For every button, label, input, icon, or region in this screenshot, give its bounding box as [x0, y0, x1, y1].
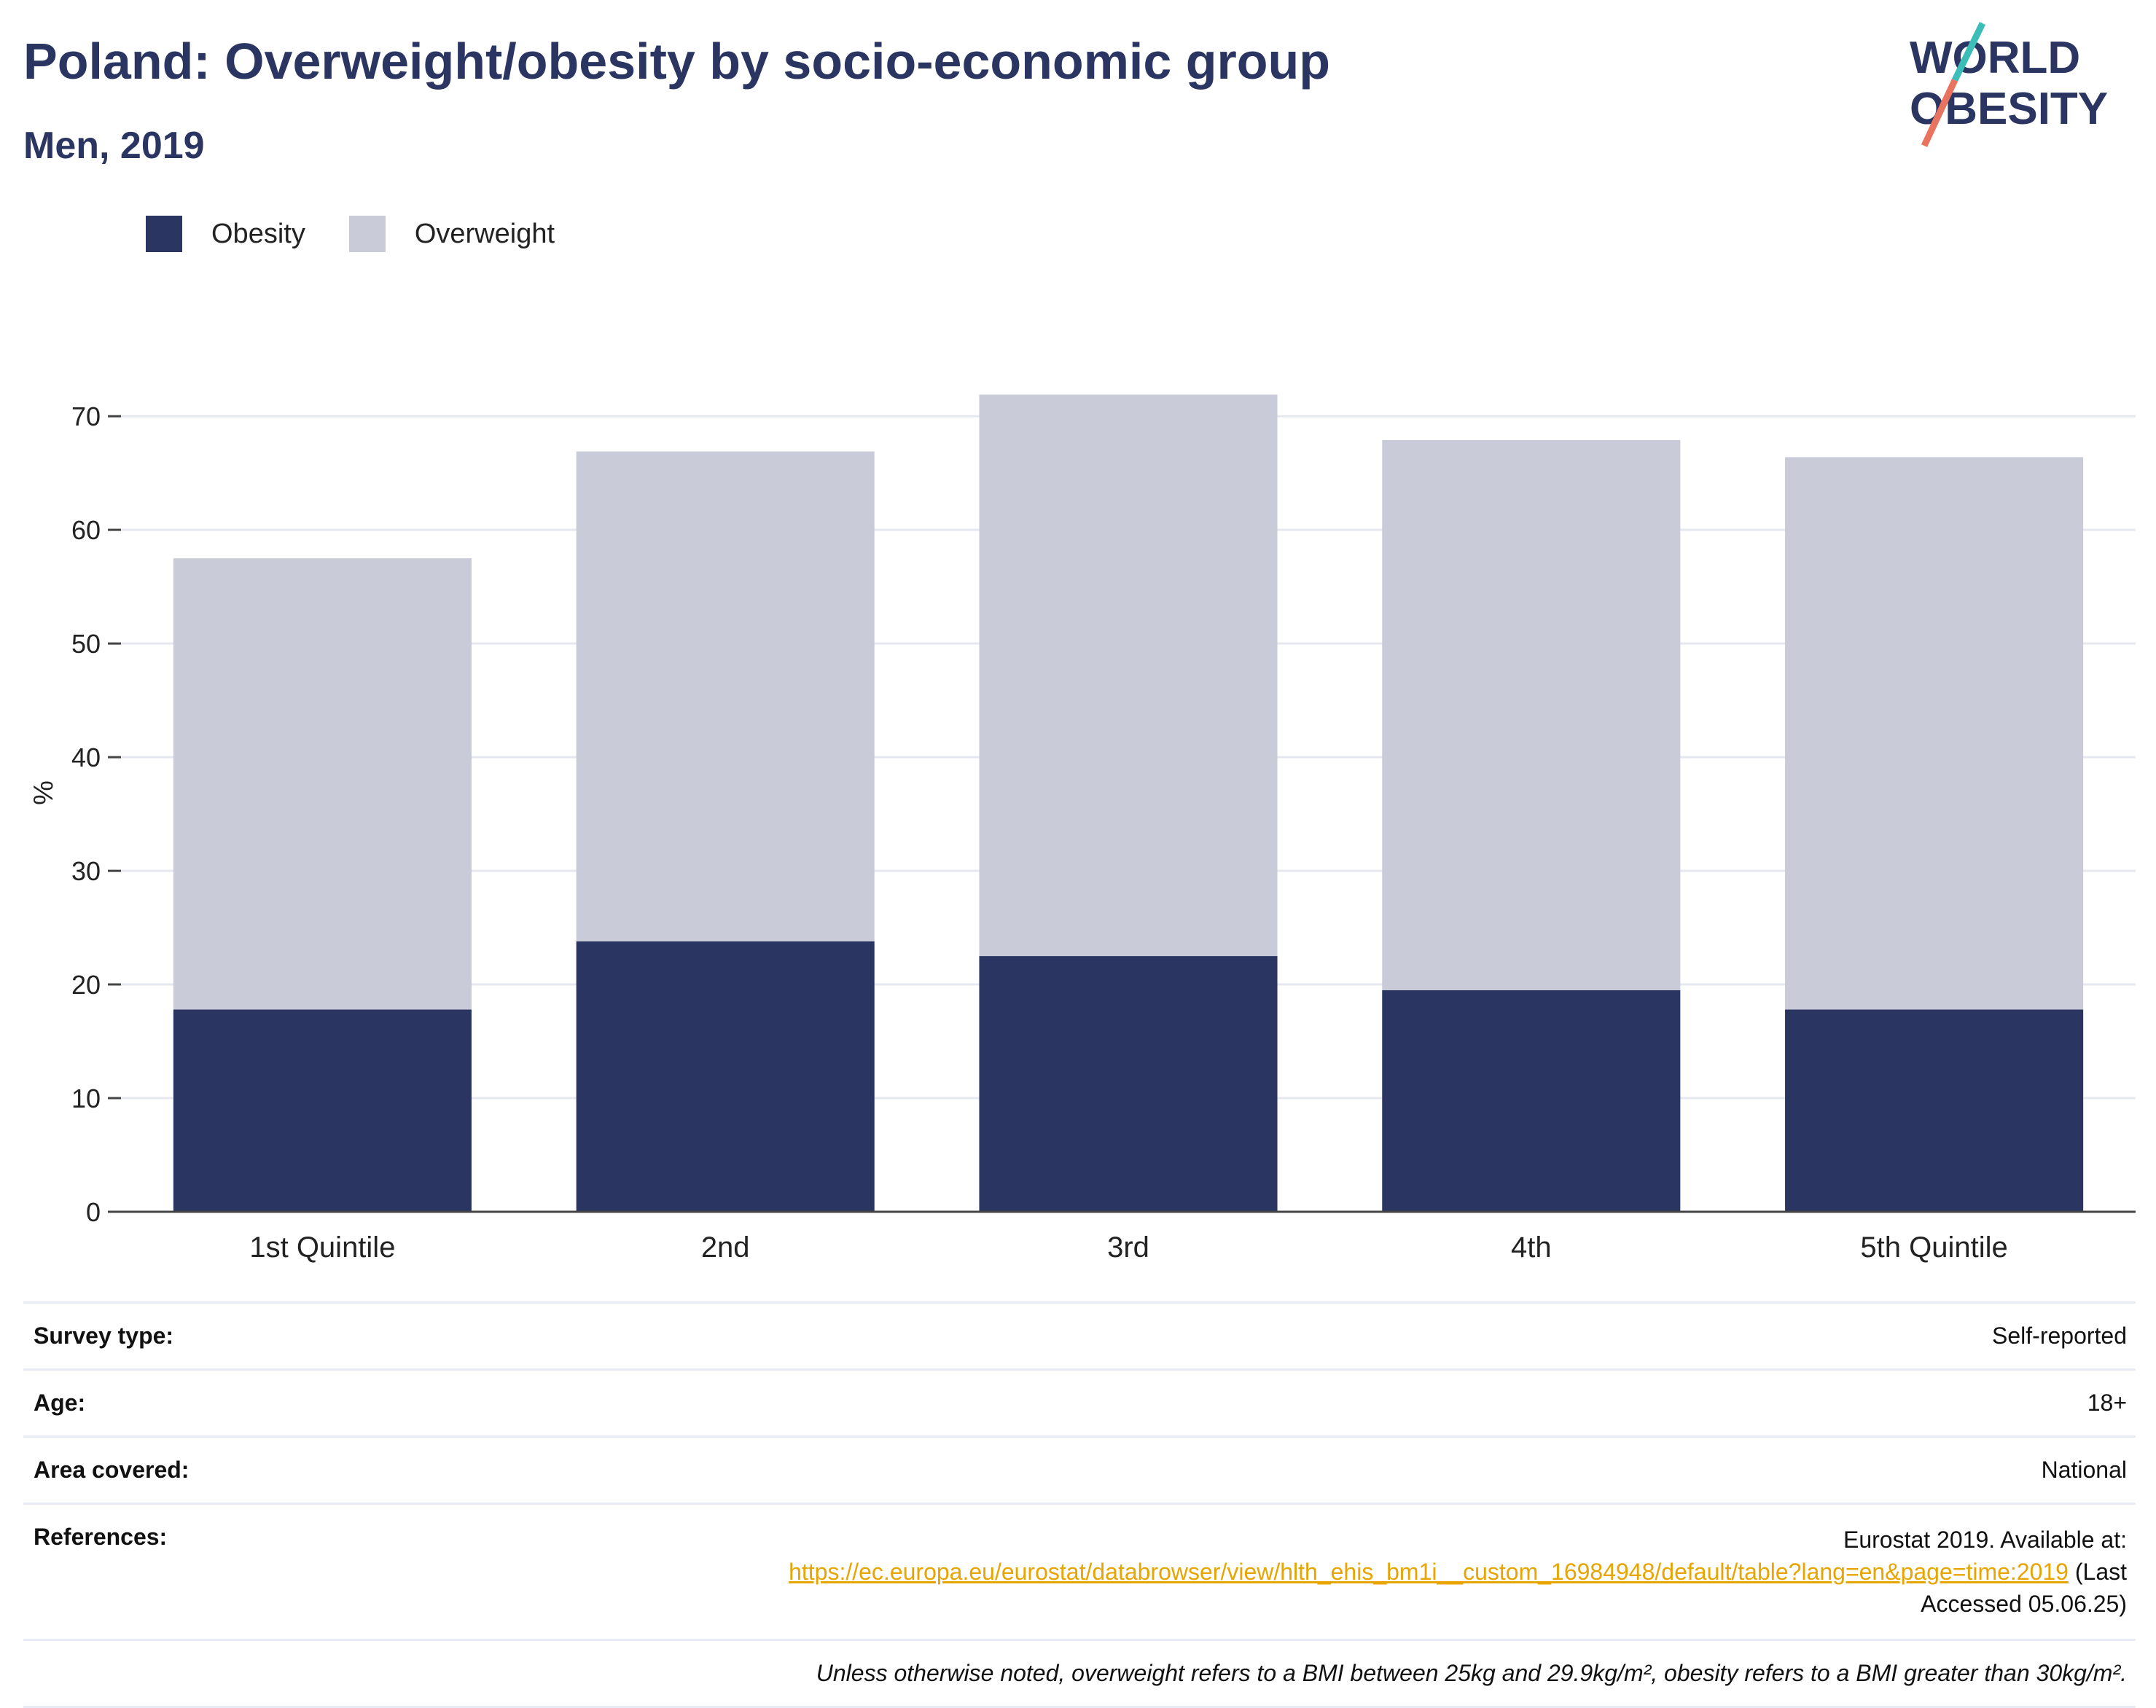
references-value: Eurostat 2019. Available at: https://ec.… — [305, 1524, 2127, 1620]
meta-row-area: Area covered: National — [23, 1435, 2136, 1503]
legend-swatch-overweight — [348, 216, 386, 252]
x-tick-label: 1st Quintile — [249, 1231, 395, 1264]
y-tick-label: 70 — [71, 401, 101, 431]
bar-obesity-4[interactable] — [1382, 990, 1681, 1212]
area-value: National — [2041, 1457, 2127, 1483]
survey-type-value: Self-reported — [1992, 1323, 2127, 1349]
y-tick-label: 10 — [71, 1084, 101, 1113]
references-suffix-1: (Last — [2074, 1559, 2127, 1585]
bar-obesity-2[interactable] — [576, 941, 875, 1212]
world-obesity-logo: WORLD OBESITY — [1910, 22, 2108, 147]
x-tick-label: 2nd — [701, 1231, 750, 1264]
references-suffix-2: Accessed 05.06.25) — [1921, 1591, 2127, 1617]
meta-row-note: Unless otherwise noted, overweight refer… — [23, 1639, 2136, 1708]
meta-row-survey-type: Survey type: Self-reported — [23, 1301, 2136, 1368]
references-link-line: https://ec.europa.eu/eurostat/databrowse… — [305, 1556, 2127, 1588]
references-link[interactable]: https://ec.europa.eu/eurostat/databrowse… — [789, 1559, 2069, 1585]
y-axis-label: % — [28, 780, 59, 805]
bar-overweight-2[interactable] — [576, 451, 875, 941]
x-tick-label: 5th Quintile — [1860, 1231, 2007, 1264]
y-tick-label: 50 — [71, 629, 101, 659]
legend-label-obesity: Obesity — [211, 218, 305, 249]
bar-obesity-5[interactable] — [1785, 1009, 2084, 1212]
legend-swatch-obesity — [146, 216, 182, 252]
logo-line-1: WORLD — [1910, 33, 2080, 83]
meta-row-age: Age: 18+ — [23, 1368, 2136, 1435]
axes: 0 10 20 30 40 50 60 70 1st Quintile 2nd 3rd 4th 5th … — [71, 401, 2136, 1264]
y-tick-label: 40 — [71, 743, 101, 772]
metadata-table: Survey type: Self-reported Age: 18+ Area… — [23, 1301, 2136, 1708]
bar-obesity-3[interactable] — [979, 956, 1278, 1212]
meta-row-references: References: Eurostat 2019. Available at:… — [23, 1503, 2136, 1639]
references-prefix: Eurostat 2019. Available at: — [1843, 1527, 2127, 1553]
references-label: References: — [34, 1524, 168, 1550]
area-label: Area covered: — [34, 1457, 190, 1483]
logo-slash-teal — [1951, 22, 1986, 82]
legend-item-overweight[interactable]: Overweight — [348, 216, 555, 252]
age-value: 18+ — [2087, 1390, 2127, 1416]
bar-overweight-4[interactable] — [1382, 439, 1681, 990]
survey-type-label: Survey type: — [34, 1323, 174, 1349]
legend-label-overweight: Overweight — [414, 218, 555, 249]
bar-chart: 0 10 20 30 40 50 60 70 1st Quintile 2nd 3rd 4th 5th … — [28, 394, 2136, 1264]
bar-overweight-5[interactable] — [1785, 457, 2084, 1010]
page-title: Poland: Overweight/obesity by socio-econ… — [23, 33, 1331, 90]
x-tick-label: 4th — [1511, 1231, 1552, 1264]
chart-legend: Obesity Overweight — [146, 216, 598, 252]
page-subtitle: Men, 2019 — [23, 125, 205, 167]
bar-overweight-3[interactable] — [979, 394, 1278, 957]
bar-obesity-1[interactable] — [173, 1009, 472, 1212]
y-tick-label: 20 — [71, 970, 101, 1000]
logo-slash-coral — [1921, 79, 1958, 147]
bar-overweight-1[interactable] — [173, 558, 472, 1010]
y-tick-label: 30 — [71, 856, 101, 886]
y-tick-label: 60 — [71, 515, 101, 545]
legend-item-obesity[interactable]: Obesity — [146, 216, 305, 252]
x-tick-label: 3rd — [1107, 1231, 1149, 1264]
bmi-definition-note: Unless otherwise noted, overweight refer… — [816, 1660, 2127, 1686]
bars — [173, 394, 2084, 1212]
y-tick-label: 0 — [86, 1197, 101, 1227]
age-label: Age: — [34, 1390, 86, 1416]
